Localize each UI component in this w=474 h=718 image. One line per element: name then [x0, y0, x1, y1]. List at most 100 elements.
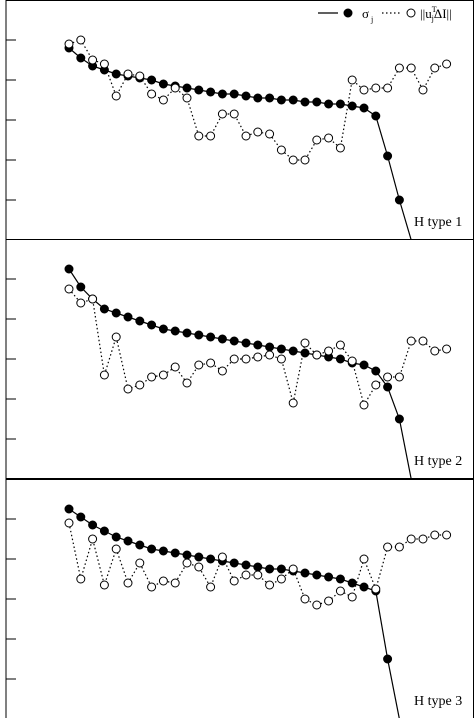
norm-point [64, 39, 74, 49]
norm-point [206, 131, 216, 141]
norm-point [359, 554, 369, 564]
sigma-point [111, 69, 121, 79]
norm-point [430, 530, 440, 540]
norm-point [324, 346, 334, 356]
panel-frame [5, 239, 474, 479]
norm-point [288, 398, 298, 408]
norm-point [64, 284, 74, 294]
norm-point [276, 145, 286, 155]
norm-point [158, 370, 168, 380]
sigma-point [288, 346, 298, 356]
norm-point [99, 370, 109, 380]
sigma-point [288, 95, 298, 105]
norm-point [312, 600, 322, 610]
sigma-point [265, 564, 275, 574]
norm-point [206, 358, 216, 368]
norm-point [335, 340, 345, 350]
sigma-point [88, 520, 98, 530]
norm-point [288, 155, 298, 165]
norm-point [442, 59, 452, 69]
norm-point [123, 69, 133, 79]
norm-point [265, 350, 275, 360]
sigma-point [123, 536, 133, 546]
sigma-point [217, 89, 227, 99]
norm-point [229, 576, 239, 586]
norm-point [335, 143, 345, 153]
norm-point [206, 582, 216, 592]
norm-point [359, 400, 369, 410]
sigma-point [206, 554, 216, 564]
norm-point [394, 372, 404, 382]
panel-label: H type 3 [414, 694, 462, 709]
sigma-point [383, 151, 393, 161]
norm-point [335, 586, 345, 596]
norm-point [194, 562, 204, 572]
sigma-point [182, 328, 192, 338]
sigma-series-line [68, 47, 412, 239]
sigma-point [111, 532, 121, 542]
norm-point [88, 534, 98, 544]
norm-point [406, 63, 416, 73]
sigma-series-line [68, 268, 412, 478]
norm-point [123, 384, 133, 394]
sigma-point [253, 340, 263, 350]
sigma-point [324, 572, 334, 582]
norm-point [276, 354, 286, 364]
norm-point [194, 360, 204, 370]
norm-point [99, 580, 109, 590]
sigma-point [147, 544, 157, 554]
norm-point [312, 135, 322, 145]
panel-frame [5, 0, 474, 240]
norm-point [170, 362, 180, 372]
sigma-point [99, 526, 109, 536]
norm-point [253, 352, 263, 362]
norm-point [229, 109, 239, 119]
sigma-point [182, 550, 192, 560]
sigma-point [194, 552, 204, 562]
norm-point [253, 570, 263, 580]
norm-point [135, 558, 145, 568]
norm-point [394, 542, 404, 552]
sigma-point [276, 344, 286, 354]
norm-point [88, 294, 98, 304]
panel-2: H type 2 [5, 239, 474, 479]
norm-point [347, 75, 357, 85]
sigma-point [241, 338, 251, 348]
sigma-point [394, 195, 404, 205]
norm-point [300, 594, 310, 604]
sigma-point [347, 578, 357, 588]
sigma-point [229, 336, 239, 346]
sigma-point [394, 414, 404, 424]
norm-point [111, 544, 121, 554]
panel-3: H type 3 [5, 479, 474, 718]
sigma-point [158, 546, 168, 556]
norm-point [442, 344, 452, 354]
norm-point [442, 530, 452, 540]
sigma-point [158, 79, 168, 89]
norm-point [394, 63, 404, 73]
sigma-point [300, 348, 310, 358]
norm-point [217, 552, 227, 562]
sigma-point [206, 87, 216, 97]
sigma-point [265, 93, 275, 103]
norm-point [241, 570, 251, 580]
sigma-point [335, 574, 345, 584]
sigma-point [147, 75, 157, 85]
norm-point [253, 127, 263, 137]
norm-point [347, 592, 357, 602]
norm-point [276, 574, 286, 584]
legend-norm-label: ||uT jΔI|| [420, 5, 452, 23]
sigma-point [182, 83, 192, 93]
norm-point [371, 83, 381, 93]
sigma-point [359, 582, 369, 592]
panel-label: H type 2 [414, 454, 462, 469]
sigma-point [253, 562, 263, 572]
sigma-point [64, 264, 74, 274]
norm-point [64, 518, 74, 528]
norm-point [359, 85, 369, 95]
legend-norm-entry: ||uT jΔI|| [382, 5, 452, 23]
sigma-point [170, 326, 180, 336]
norm-point [217, 366, 227, 376]
